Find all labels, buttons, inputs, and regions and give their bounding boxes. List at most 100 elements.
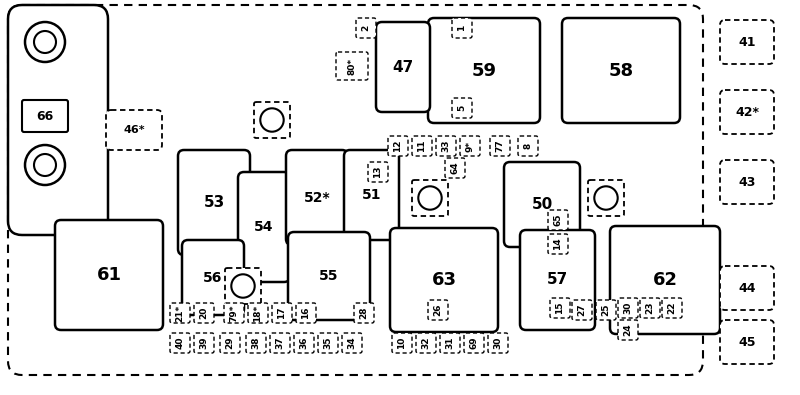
FancyBboxPatch shape (412, 180, 448, 216)
FancyBboxPatch shape (428, 300, 448, 320)
FancyBboxPatch shape (412, 136, 432, 156)
FancyBboxPatch shape (440, 333, 460, 353)
Text: 9*: 9* (466, 141, 474, 152)
Text: 10: 10 (398, 337, 406, 349)
FancyBboxPatch shape (354, 303, 374, 323)
FancyBboxPatch shape (182, 240, 244, 315)
FancyBboxPatch shape (170, 303, 190, 323)
Text: 14: 14 (554, 238, 562, 250)
Text: 80*: 80* (347, 57, 357, 75)
FancyBboxPatch shape (596, 300, 616, 320)
Text: 79*: 79* (230, 304, 238, 322)
Text: 22: 22 (667, 302, 677, 314)
FancyBboxPatch shape (520, 230, 595, 330)
Text: 17: 17 (278, 307, 286, 319)
Text: 45: 45 (738, 335, 756, 348)
Text: 41: 41 (738, 36, 756, 49)
Text: 50: 50 (531, 197, 553, 212)
FancyBboxPatch shape (344, 150, 399, 240)
Text: 46*: 46* (123, 125, 145, 135)
FancyBboxPatch shape (445, 158, 465, 178)
FancyBboxPatch shape (490, 136, 510, 156)
Text: 15: 15 (555, 302, 565, 314)
Text: 61: 61 (97, 266, 122, 284)
FancyBboxPatch shape (224, 303, 244, 323)
FancyBboxPatch shape (336, 52, 368, 80)
Text: 25: 25 (602, 304, 610, 316)
FancyBboxPatch shape (720, 160, 774, 204)
FancyBboxPatch shape (588, 180, 624, 216)
FancyBboxPatch shape (640, 298, 660, 318)
FancyBboxPatch shape (618, 320, 638, 340)
Text: 21*: 21* (175, 305, 185, 322)
FancyBboxPatch shape (368, 162, 388, 182)
Text: 40: 40 (175, 337, 185, 349)
FancyBboxPatch shape (8, 5, 108, 235)
FancyBboxPatch shape (452, 18, 472, 38)
FancyBboxPatch shape (720, 320, 774, 364)
FancyBboxPatch shape (548, 234, 568, 254)
Text: 18*: 18* (254, 305, 262, 322)
Text: 43: 43 (738, 175, 756, 188)
FancyBboxPatch shape (518, 136, 538, 156)
FancyBboxPatch shape (342, 333, 362, 353)
Text: 66: 66 (36, 109, 54, 122)
FancyBboxPatch shape (8, 5, 703, 375)
Text: 53: 53 (203, 195, 225, 210)
Text: 30: 30 (494, 337, 502, 349)
FancyBboxPatch shape (272, 303, 292, 323)
Text: 32: 32 (422, 337, 430, 349)
FancyBboxPatch shape (436, 136, 456, 156)
Text: 59: 59 (471, 62, 497, 79)
Text: 39: 39 (199, 337, 209, 349)
FancyBboxPatch shape (286, 150, 348, 245)
FancyBboxPatch shape (288, 232, 370, 320)
FancyBboxPatch shape (270, 333, 290, 353)
FancyBboxPatch shape (388, 136, 408, 156)
Text: 24: 24 (623, 324, 633, 336)
FancyBboxPatch shape (618, 298, 638, 318)
FancyBboxPatch shape (390, 228, 498, 332)
FancyBboxPatch shape (296, 303, 316, 323)
FancyBboxPatch shape (194, 333, 214, 353)
Text: 13: 13 (374, 166, 382, 178)
FancyBboxPatch shape (178, 150, 250, 255)
Text: 52*: 52* (304, 190, 330, 205)
FancyBboxPatch shape (225, 268, 261, 304)
Text: 62: 62 (653, 271, 678, 289)
Text: 35: 35 (323, 337, 333, 349)
FancyBboxPatch shape (318, 333, 338, 353)
FancyBboxPatch shape (220, 333, 240, 353)
Text: 64: 64 (450, 162, 459, 174)
Text: 65: 65 (554, 214, 562, 226)
FancyBboxPatch shape (238, 172, 290, 282)
FancyBboxPatch shape (194, 303, 214, 323)
Text: 23: 23 (646, 302, 654, 314)
Text: 38: 38 (251, 337, 261, 349)
Text: 63: 63 (431, 271, 457, 289)
FancyBboxPatch shape (452, 98, 472, 118)
Text: 34: 34 (347, 337, 357, 349)
Text: 69: 69 (470, 337, 478, 349)
Text: 20: 20 (199, 307, 209, 319)
FancyBboxPatch shape (504, 162, 580, 247)
Text: 8: 8 (523, 143, 533, 149)
FancyBboxPatch shape (246, 333, 266, 353)
FancyBboxPatch shape (416, 333, 436, 353)
Text: 44: 44 (738, 282, 756, 295)
FancyBboxPatch shape (294, 333, 314, 353)
Text: 42*: 42* (735, 105, 759, 118)
FancyBboxPatch shape (170, 333, 190, 353)
FancyBboxPatch shape (356, 18, 376, 38)
Text: 30: 30 (623, 302, 633, 314)
Text: 31: 31 (446, 337, 454, 349)
Text: 5: 5 (458, 105, 466, 111)
FancyBboxPatch shape (376, 22, 430, 112)
FancyBboxPatch shape (254, 102, 290, 138)
FancyBboxPatch shape (488, 333, 508, 353)
Text: 28: 28 (359, 307, 369, 319)
FancyBboxPatch shape (392, 333, 412, 353)
Text: 29: 29 (226, 337, 234, 349)
FancyBboxPatch shape (55, 220, 163, 330)
Text: 54: 54 (254, 220, 274, 234)
